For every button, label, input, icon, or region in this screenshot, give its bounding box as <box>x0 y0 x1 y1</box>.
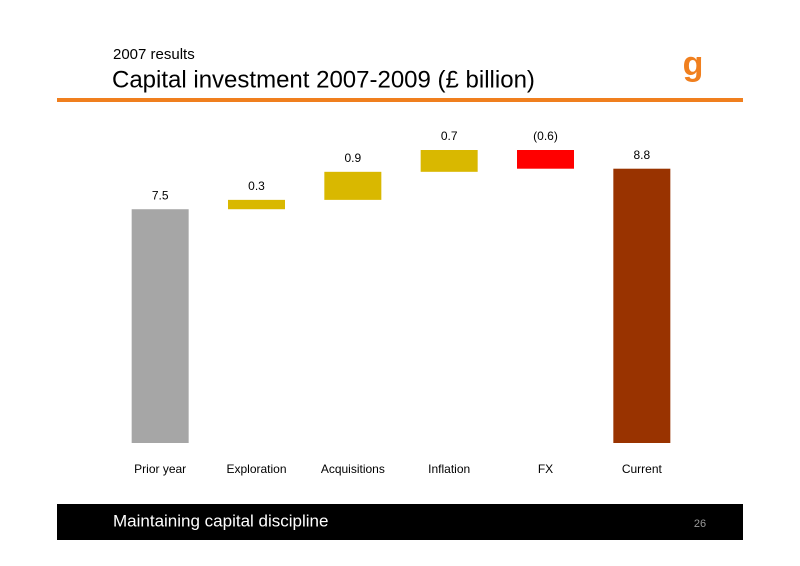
bar <box>131 209 189 443</box>
slide-title: Capital investment 2007-2009 (£ billion) <box>112 66 535 93</box>
chart: 7.5 Prior year 0.3 Exploration 0.9 Acquisitio… <box>131 129 671 476</box>
data-label: 0.9 <box>344 151 361 165</box>
x-tick-label: Current <box>622 462 663 476</box>
x-tick-label: Exploration <box>226 462 286 476</box>
header-rule <box>57 98 743 102</box>
slide-subtitle: 2007 results <box>113 46 195 63</box>
x-tick-label: Prior year <box>134 462 186 476</box>
x-tick-label: Acquisitions <box>321 462 385 476</box>
footer-bar <box>57 504 743 540</box>
data-label: 8.8 <box>633 148 650 162</box>
x-tick-label: Inflation <box>428 462 470 476</box>
data-label: 7.5 <box>152 188 169 202</box>
bar <box>324 171 382 200</box>
footer-text: Maintaining capital discipline <box>113 511 328 530</box>
bar <box>613 168 671 443</box>
page-number: 26 <box>694 518 706 530</box>
bar <box>420 150 478 172</box>
data-label: 0.3 <box>248 179 265 193</box>
logo: g <box>683 45 704 83</box>
x-tick-label: FX <box>538 462 553 476</box>
data-label: (0.6) <box>533 129 558 143</box>
data-label: 0.7 <box>441 129 458 143</box>
bar <box>517 150 574 169</box>
bar <box>228 199 285 210</box>
